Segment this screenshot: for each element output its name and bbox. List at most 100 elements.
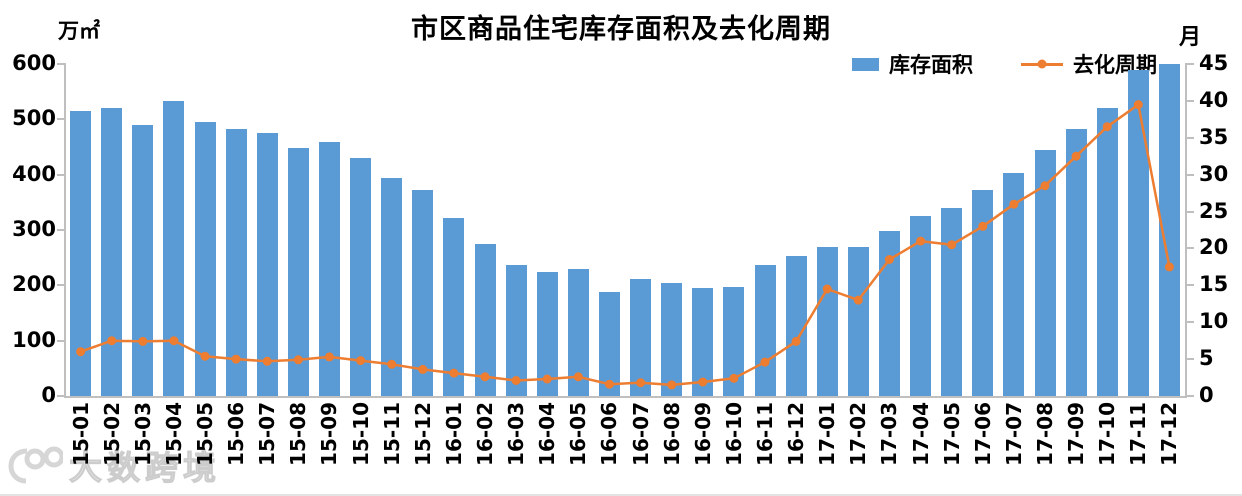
x-axis-label-16-09: 16-09 (690, 402, 715, 466)
chart-title: 市区商品住宅库存面积及去化周期 (411, 14, 831, 45)
bar-15-02 (101, 108, 123, 396)
bar-16-08 (661, 282, 683, 396)
cycle-marker-17-10 (1102, 122, 1112, 132)
cycle-marker-15-11 (387, 359, 397, 369)
right-axis-tick (1187, 63, 1194, 65)
x-axis-label-17-03: 17-03 (877, 402, 902, 466)
bar-15-10 (350, 158, 372, 396)
bar-16-02 (474, 244, 496, 396)
bar-15-05 (194, 121, 216, 396)
bar-17-03 (878, 231, 900, 396)
cycle-marker-17-09 (1071, 151, 1081, 161)
x-axis-label-17-01: 17-01 (815, 402, 840, 466)
left-axis-tick-label-600: 600 (12, 51, 56, 76)
bar-16-12 (785, 256, 807, 396)
left-axis-tick (57, 284, 64, 287)
left-axis-tick (57, 118, 64, 121)
bar-17-05 (941, 207, 963, 396)
right-axis-tick (1187, 210, 1194, 213)
bar-17-04 (910, 215, 932, 396)
cycle-marker-17-12 (1164, 262, 1174, 272)
x-axis-label-17-12: 17-12 (1157, 402, 1182, 466)
left-axis-tick (57, 395, 64, 397)
right-axis-line (1185, 63, 1187, 398)
watermark-logo-icon (8, 446, 63, 484)
right-axis-tick (1187, 136, 1194, 139)
bar-16-09 (692, 287, 714, 396)
cycle-marker-15-08 (293, 355, 303, 365)
cycle-marker-16-12 (791, 336, 801, 346)
left-axis-line (64, 63, 66, 398)
x-axis-label-17-10: 17-10 (1095, 402, 1120, 466)
cycle-marker-15-10 (356, 356, 366, 366)
cycle-marker-16-06 (604, 379, 614, 389)
cycle-marker-16-10 (729, 373, 739, 383)
x-axis-label-15-02: 15-02 (99, 402, 124, 466)
cycle-marker-17-07 (1009, 199, 1019, 209)
bar-15-01 (70, 110, 92, 396)
x-axis-label-16-08: 16-08 (659, 402, 684, 466)
right-axis-tick-label-0: 0 (1199, 383, 1214, 408)
x-axis-label-16-10: 16-10 (721, 402, 746, 466)
cycle-marker-15-06 (231, 354, 241, 364)
plot-area (65, 64, 1185, 396)
cycle-line-series (76, 100, 1174, 390)
x-axis-line (64, 396, 1187, 398)
bar-15-09 (318, 142, 340, 396)
x-axis-label-16-06: 16-06 (597, 402, 622, 466)
x-axis-label-15-05: 15-05 (193, 402, 217, 466)
cycle-marker-15-12 (418, 364, 428, 374)
left-axis-tick-label-300: 300 (12, 217, 56, 242)
cycle-marker-17-03 (884, 255, 894, 264)
cycle-marker-16-11 (760, 357, 770, 367)
x-axis-label-15-10: 15-10 (348, 402, 373, 466)
cycle-marker-17-05 (947, 240, 957, 250)
right-axis-tick-label-30: 30 (1199, 161, 1229, 186)
left-axis-tick-label-500: 500 (12, 106, 56, 131)
cycle-marker-16-03 (511, 376, 521, 385)
cycle-line-path (80, 103, 1171, 387)
right-axis-tick-label-45: 45 (1199, 51, 1229, 76)
x-axis-label-15-06: 15-06 (224, 402, 249, 466)
x-axis-label-15-07: 15-07 (255, 402, 280, 466)
x-axis-label-16-04: 16-04 (535, 402, 560, 466)
legend-item-inventory: 库存面积 (852, 49, 973, 79)
cycle-marker-17-08 (1040, 181, 1050, 191)
right-axis-tick-label-10: 10 (1199, 309, 1229, 334)
x-axis-label-17-07: 17-07 (1001, 402, 1026, 466)
x-axis-label-16-03: 16-03 (504, 402, 529, 466)
cycle-marker-16-09 (698, 377, 708, 387)
bar-16-04 (536, 272, 558, 396)
cycle-marker-16-01 (449, 368, 459, 378)
cycle-marker-15-09 (324, 352, 334, 362)
left-axis-tick (57, 63, 64, 65)
x-axis-label-15-04: 15-04 (161, 402, 186, 466)
x-axis-label-17-09: 17-09 (1064, 402, 1089, 466)
cycle-marker-17-01 (822, 284, 832, 294)
bar-16-10 (723, 287, 745, 396)
left-axis-tick-label-400: 400 (12, 161, 56, 186)
cycle-marker-16-07 (636, 378, 646, 388)
cycle-marker-16-02 (480, 372, 490, 382)
left-axis-tick-label-100: 100 (12, 327, 56, 352)
left-axis-unit-label: 万㎡ (58, 19, 100, 43)
x-axis-label-17-08: 17-08 (1033, 402, 1057, 466)
cycle-marker-16-05 (573, 372, 583, 382)
x-axis-label-16-02: 16-02 (473, 402, 497, 466)
x-axis-label-15-08: 15-08 (286, 402, 311, 466)
bar-17-09 (1065, 129, 1087, 396)
cycle-marker-17-06 (978, 221, 988, 231)
x-axis-label-17-06: 17-06 (970, 402, 995, 466)
bar-16-01 (443, 217, 465, 396)
bar-15-11 (381, 178, 403, 396)
bar-15-04 (163, 101, 185, 396)
x-axis-label-15-11: 15-11 (379, 402, 404, 466)
cycle-marker-16-04 (542, 374, 552, 384)
x-axis-label-16-07: 16-07 (628, 402, 653, 466)
right-axis-tick (1187, 247, 1194, 250)
bar-17-11 (1127, 70, 1149, 396)
right-axis-tick-label-20: 20 (1199, 235, 1229, 260)
left-axis-tick (57, 229, 64, 231)
left-axis-tick-label-0: 0 (41, 383, 56, 408)
